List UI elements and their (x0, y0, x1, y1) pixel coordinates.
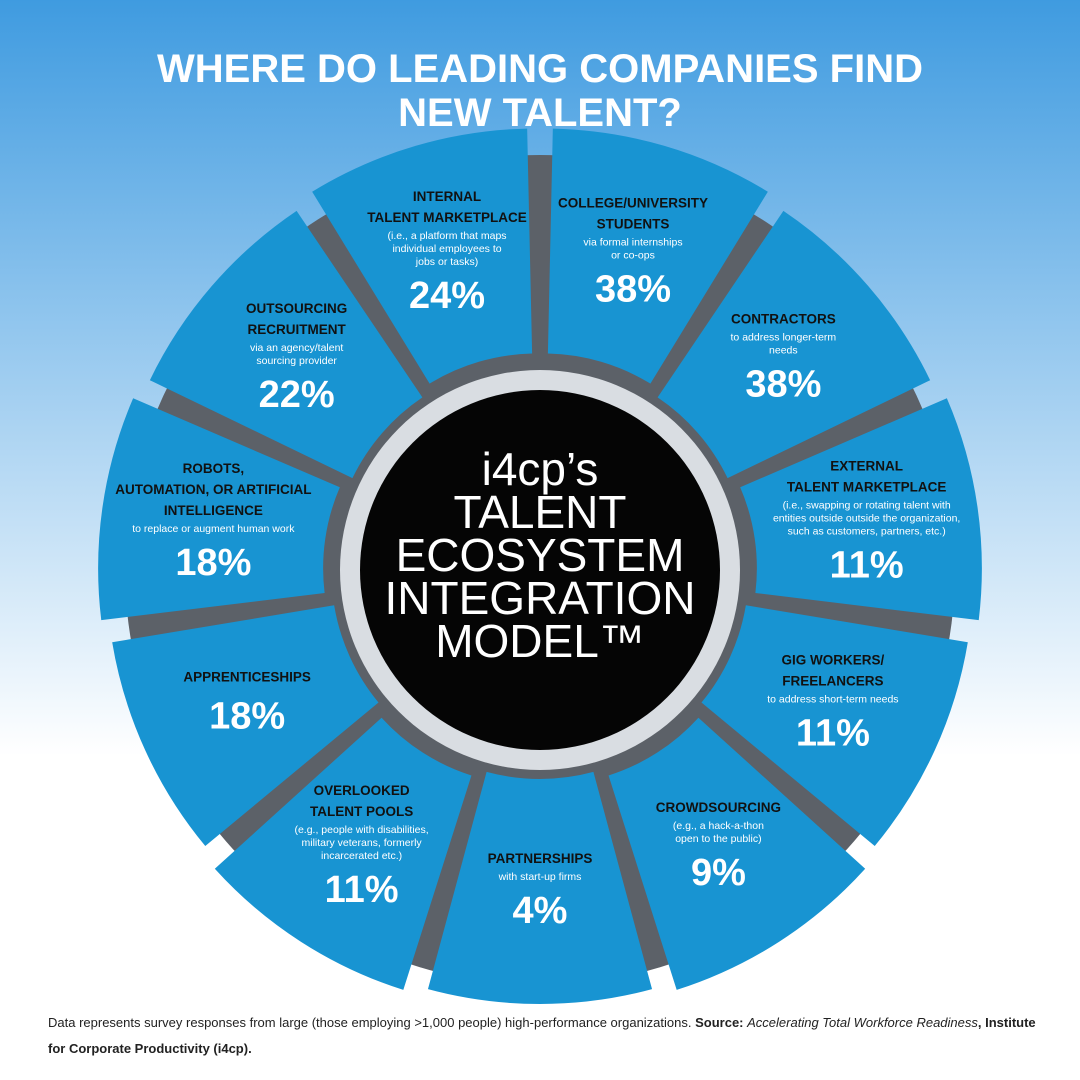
segment-description: open to the public) (675, 833, 761, 845)
segment (608, 717, 866, 990)
segment-title: INTERNAL (413, 189, 481, 204)
segment-description: such as customers, partners, etc.) (788, 526, 946, 538)
segment-value: 24% (409, 275, 485, 317)
segment-title: PARTNERSHIPS (488, 851, 593, 866)
segment-value: 4% (513, 890, 568, 932)
segment-title: TALENT MARKETPLACE (787, 480, 947, 495)
segment-description: military veterans, formerly (301, 837, 422, 849)
segment-title: EXTERNAL (830, 459, 903, 474)
segment-value: 38% (745, 364, 821, 406)
segment-title: TALENT POOLS (310, 804, 413, 819)
center-text: ECOSYSTEM (396, 529, 685, 581)
segment-title: CONTRACTORS (731, 312, 836, 327)
segment-description: incarcerated etc.) (321, 850, 402, 862)
segment-value: 11% (325, 869, 399, 911)
segment-description: to address short-term needs (767, 693, 898, 705)
footer: Data represents survey responses from la… (48, 1010, 1038, 1062)
segment (657, 210, 931, 479)
segment-description: needs (769, 345, 798, 357)
segment-title: TALENT MARKETPLACE (367, 210, 527, 225)
segment-description: via formal internships (583, 236, 682, 248)
segment-description: (i.e., a platform that maps (387, 230, 506, 242)
center-text: i4cp’s (482, 443, 599, 495)
segment-title: RECRUITMENT (248, 322, 347, 337)
segment-title: OVERLOOKED (314, 783, 410, 798)
segment-description: to address longer-term (731, 332, 837, 344)
center-disc (360, 390, 720, 750)
source-label: Source: (695, 1015, 744, 1030)
footer-text: Data represents survey responses from la… (48, 1015, 696, 1030)
segment-description: (i.e., swapping or rotating talent with (783, 500, 951, 512)
segment (740, 398, 982, 621)
segment-value: 11% (796, 712, 870, 754)
segment-description: via an agency/talent (250, 342, 343, 354)
segment-description: to replace or augment human work (132, 523, 295, 535)
segment-value: 18% (175, 542, 251, 584)
segment-title: GIG WORKERS/ (782, 652, 885, 667)
segment-title: INTELLIGENCE (164, 503, 263, 518)
segment-description: individual employees to (392, 243, 501, 255)
source-title: Accelerating Total Workforce Readiness (747, 1015, 978, 1030)
segment-value: 38% (595, 268, 671, 310)
segment-description: sourcing provider (256, 355, 337, 367)
segment-value: 9% (691, 852, 746, 894)
center-text: TALENT (454, 486, 627, 538)
segment-title: STUDENTS (597, 216, 670, 231)
segment-title: FREELANCERS (782, 673, 883, 688)
segment-description: (e.g., a hack-a-thon (673, 820, 764, 832)
segment-title: CROWDSOURCING (656, 800, 781, 815)
segment-title: OUTSOURCING (246, 301, 347, 316)
segment (701, 605, 968, 847)
segment-value: 22% (259, 374, 335, 416)
title: WHERE DO LEADING COMPANIES FIND (157, 47, 923, 91)
segment (312, 128, 533, 384)
segment (112, 605, 379, 847)
segment (149, 210, 423, 479)
segment-description: entities outside outside the organizatio… (773, 513, 960, 525)
source-org: , Institute for Corporate Productivity (… (48, 1015, 1036, 1056)
segment-title: ROBOTS, (183, 461, 245, 476)
segment-value: 11% (830, 545, 904, 587)
segment (214, 717, 472, 990)
segment-title: COLLEGE/UNIVERSITY (558, 195, 708, 210)
segment-title: AUTOMATION, OR ARTIFICIAL (115, 482, 311, 497)
segment-title: APPRENTICESHIPS (183, 669, 311, 684)
center-text: MODEL™ (435, 615, 645, 667)
title: NEW TALENT? (398, 91, 682, 135)
segment (98, 398, 340, 621)
center-text: INTEGRATION (385, 572, 696, 624)
segment (427, 771, 653, 1004)
segment-description: with start-up firms (498, 871, 582, 883)
segment-description: jobs or tasks) (415, 256, 478, 268)
segment-description: or co-ops (611, 249, 655, 261)
segment (547, 128, 768, 384)
segment-description: (e.g., people with disabilities, (294, 824, 428, 836)
segment-value: 18% (209, 695, 285, 737)
